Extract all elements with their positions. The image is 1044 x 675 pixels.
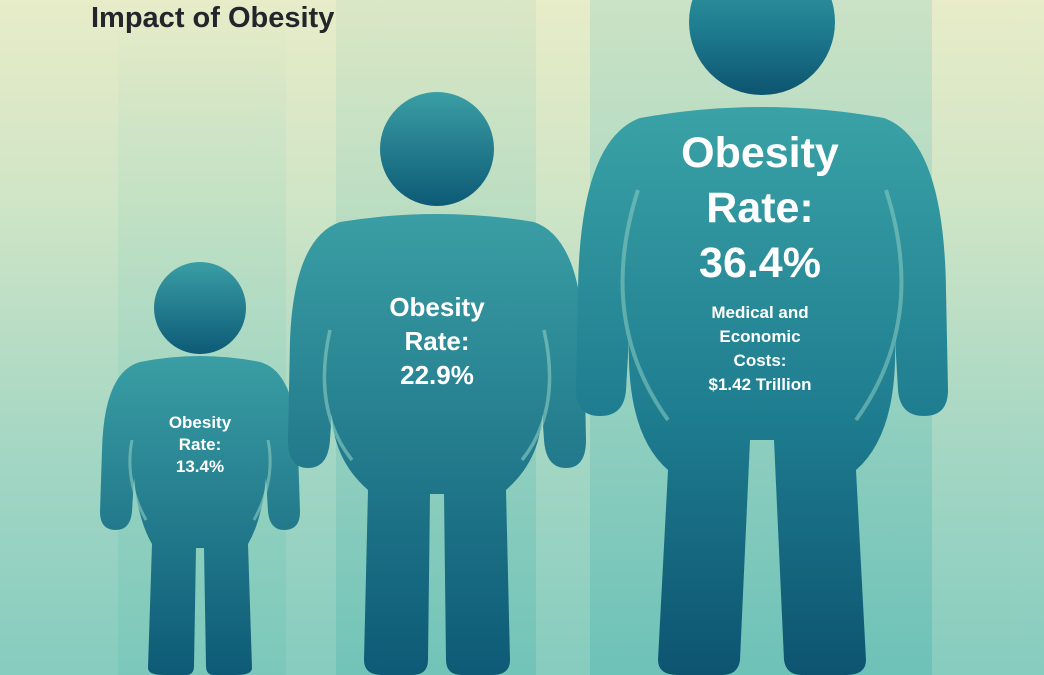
obesity-rate-label-medium: Obesity Rate: 22.9% [357, 290, 517, 392]
label-medium-value: 22.9% [400, 360, 474, 390]
label-medium-line2: Rate: [404, 326, 470, 356]
label-small-line1: Obesity [168, 413, 232, 432]
label-small-line2: Rate: [178, 435, 222, 454]
figure-child-small-head [154, 262, 246, 354]
figure-child-small-icon [100, 262, 300, 675]
label-large-line2: Rate: [706, 184, 814, 232]
costs-annotation: Medical and Economic Costs: $1.42 Trilli… [640, 301, 880, 397]
figure-adult-large-body [576, 107, 948, 675]
obesity-rate-label-small: Obesity Rate: 13.4% [140, 412, 260, 478]
figure-adult-medium-head [380, 92, 494, 206]
costs-line4: $1.42 Trillion [708, 375, 812, 394]
figure-adult-medium-body [288, 214, 586, 675]
costs-line1: Medical and [711, 303, 809, 322]
costs-line3: Costs: [733, 351, 787, 370]
figure-adult-large-icon [576, 0, 948, 675]
costs-line2: Economic [719, 327, 801, 346]
figure-adult-medium-icon [288, 92, 586, 675]
figure-child-small-body [100, 356, 300, 675]
obesity-rate-label-large: Obesity Rate: 36.4% Medical and Economic… [640, 126, 880, 397]
label-large-line1: Obesity [681, 129, 839, 177]
label-medium-line1: Obesity [389, 292, 485, 322]
label-small-value: 13.4% [175, 457, 225, 476]
label-large-value: 36.4% [699, 239, 821, 287]
page-title: Impact of Obesity [91, 2, 335, 34]
figure-adult-large-head [689, 0, 835, 95]
